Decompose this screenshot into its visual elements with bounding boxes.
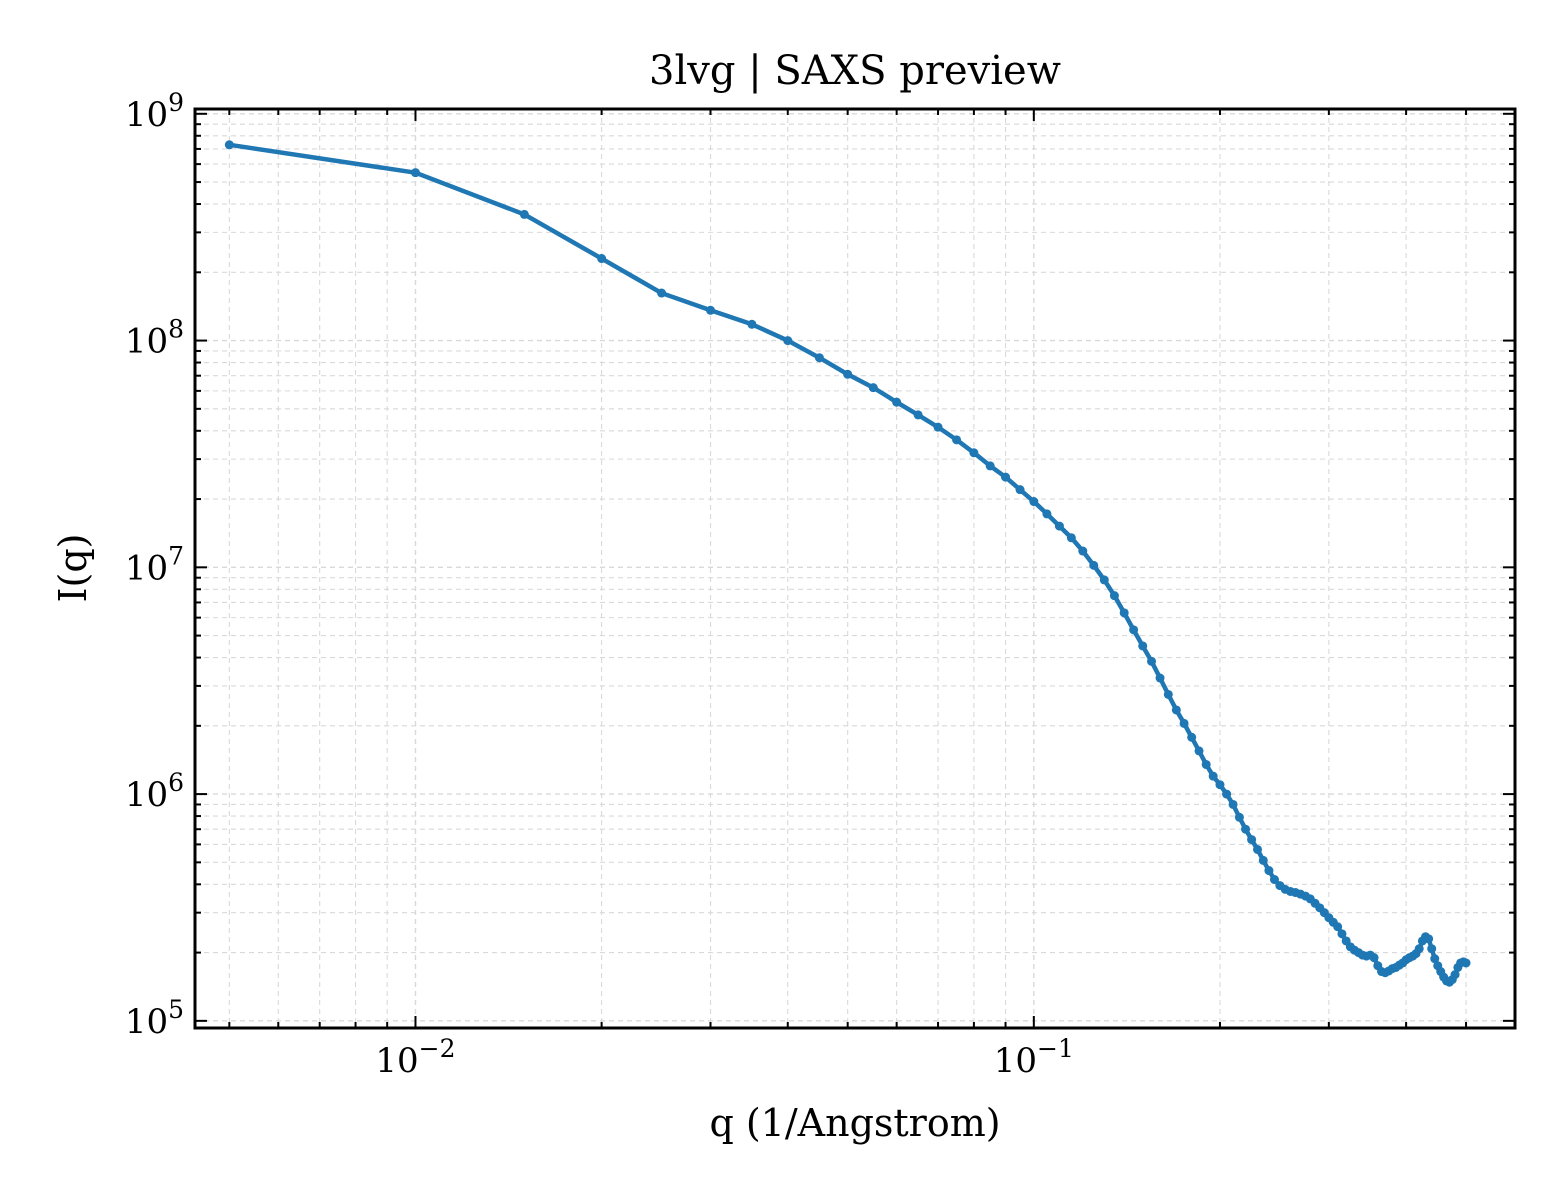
data-point: [1222, 789, 1232, 799]
data-point: [1450, 970, 1460, 980]
data-point: [1424, 934, 1434, 944]
y-tick-label: 106: [125, 768, 184, 815]
data-point: [1129, 625, 1139, 635]
data-point: [814, 353, 824, 363]
data-point: [1234, 812, 1244, 822]
data-point: [1269, 875, 1279, 885]
data-point: [1337, 929, 1347, 939]
data-point: [892, 397, 902, 407]
data-point: [1194, 746, 1204, 756]
data-point: [1155, 673, 1165, 683]
data-point: [1015, 485, 1025, 495]
data-series: [224, 140, 1471, 987]
data-point: [1119, 608, 1129, 618]
data-point: [224, 140, 234, 150]
y-tick-label: 105: [125, 995, 184, 1042]
data-point: [933, 422, 943, 432]
data-point: [747, 319, 757, 329]
data-point: [1001, 472, 1011, 482]
x-tick-label: 10−1: [994, 1034, 1074, 1081]
data-point: [1099, 575, 1109, 585]
data-point: [868, 383, 878, 393]
data-point: [1208, 771, 1218, 781]
data-point: [1078, 546, 1088, 556]
x-axis-label: q (1/Angstrom): [709, 1101, 1000, 1145]
data-point: [1042, 509, 1052, 519]
data-point: [985, 461, 995, 471]
data-point: [1264, 866, 1274, 876]
data-point: [1333, 922, 1343, 932]
data-point: [1258, 855, 1268, 865]
data-point: [1253, 844, 1263, 854]
data-point: [1054, 521, 1064, 531]
data-point: [1109, 591, 1119, 601]
data-point: [1179, 718, 1189, 728]
data-point: [1369, 953, 1379, 963]
data-point: [1029, 497, 1039, 507]
tick-labels: 10−2 10−1 105 106 107 108 109: [125, 88, 1074, 1081]
data-point: [1414, 944, 1424, 954]
data-point: [1215, 780, 1225, 790]
y-axis-label: I(q): [51, 534, 95, 603]
y-tick-label: 109: [125, 88, 184, 135]
x-tick-label: 10−2: [375, 1034, 455, 1081]
data-point: [706, 305, 716, 315]
data-point: [1461, 958, 1471, 968]
data-point: [410, 168, 420, 178]
data-point: [1187, 732, 1197, 742]
data-point: [1138, 641, 1148, 651]
data-point: [1147, 656, 1157, 666]
data-point: [1171, 705, 1181, 715]
data-point: [1066, 533, 1076, 543]
data-point: [1089, 560, 1099, 570]
data-point: [1163, 689, 1173, 699]
y-tick-label: 107: [125, 541, 184, 588]
y-tick-label: 108: [125, 315, 184, 362]
data-point: [843, 369, 853, 379]
data-point: [1241, 824, 1251, 834]
data-point: [783, 336, 793, 346]
data-point: [597, 254, 607, 264]
data-point: [952, 435, 962, 445]
data-point: [1247, 835, 1257, 845]
data-point: [913, 410, 923, 420]
data-point: [969, 448, 979, 458]
data-point: [657, 288, 667, 298]
grid-lines: [195, 109, 1515, 1028]
data-point: [1228, 799, 1238, 809]
data-point: [1201, 760, 1211, 770]
chart-title: 3lvg | SAXS preview: [649, 48, 1061, 94]
data-point: [1427, 944, 1437, 954]
plot-frame: [193, 107, 1517, 1030]
data-point: [1430, 954, 1440, 964]
data-point: [519, 209, 529, 219]
axis-ticks: [195, 109, 1515, 1028]
